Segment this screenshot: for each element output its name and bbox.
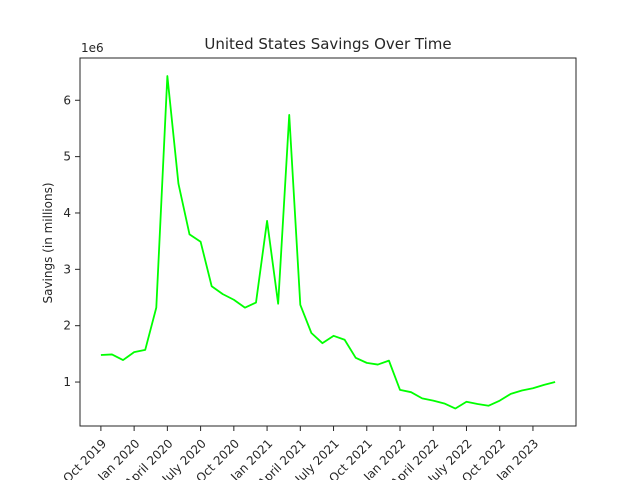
y-tick-label: 4 — [63, 206, 71, 220]
y-axis-ticks: 1 2 3 4 5 6 — [63, 93, 80, 389]
y-tick-label: 5 — [63, 150, 71, 164]
y-tick-label: 1 — [63, 375, 71, 389]
y-tick-label: 2 — [63, 319, 71, 333]
chart-title: United States Savings Over Time — [204, 35, 451, 53]
plot-area-frame — [79, 57, 577, 427]
y-axis-offset-label: 1e6 — [81, 41, 104, 55]
y-tick-label: 3 — [63, 262, 71, 276]
y-tick-label: 6 — [63, 93, 71, 107]
y-axis-label: Savings (in millions) — [41, 182, 55, 303]
series-line — [100, 75, 556, 410]
